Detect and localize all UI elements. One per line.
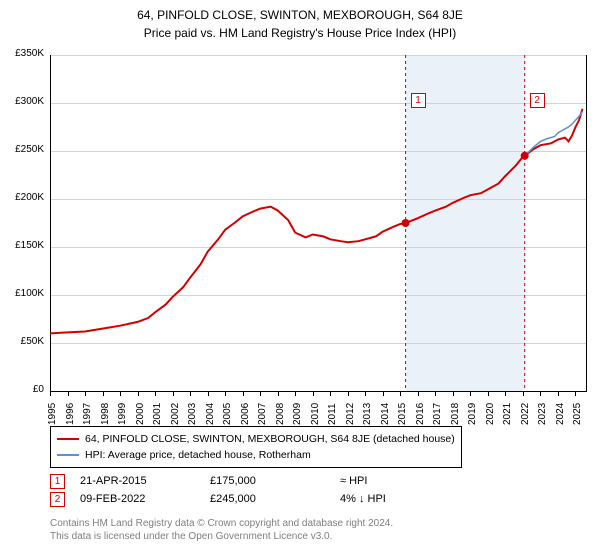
legend-swatch	[57, 438, 79, 440]
sale-marker-label: 2	[530, 93, 545, 108]
sale-row-delta: ≈ HPI	[340, 475, 460, 487]
sale-row-date: 09-FEB-2022	[80, 493, 210, 505]
sale-row-date: 21-APR-2015	[80, 475, 210, 487]
footer-line2: This data is licensed under the Open Gov…	[50, 531, 332, 542]
sale-marker-dot	[521, 152, 529, 160]
sale-row: 1 21-APR-2015£175,000≈ HPI	[50, 472, 460, 490]
sale-row-marker: 2	[50, 492, 65, 507]
legend-label: HPI: Average price, detached house, Roth…	[85, 449, 311, 461]
legend-swatch	[57, 454, 79, 456]
legend-row: 64, PINFOLD CLOSE, SWINTON, MEXBOROUGH, …	[57, 431, 455, 447]
property-price-line	[50, 109, 583, 334]
legend-label: 64, PINFOLD CLOSE, SWINTON, MEXBOROUGH, …	[85, 433, 455, 445]
sale-marker-label: 1	[411, 93, 426, 108]
sale-row-price: £245,000	[210, 493, 340, 505]
legend: 64, PINFOLD CLOSE, SWINTON, MEXBOROUGH, …	[50, 426, 462, 468]
sale-marker-dot	[402, 219, 410, 227]
sale-row-marker: 1	[50, 474, 65, 489]
sale-row-delta: 4% ↓ HPI	[340, 493, 460, 505]
sales-table: 1 21-APR-2015£175,000≈ HPI 2 09-FEB-2022£24…	[50, 472, 460, 508]
sale-row-price: £175,000	[210, 475, 340, 487]
footer-line1: Contains HM Land Registry data © Crown c…	[50, 518, 393, 529]
chart-container: { "layout": { "width": 600, "height": 56…	[0, 0, 600, 560]
legend-row: HPI: Average price, detached house, Roth…	[57, 447, 455, 463]
sale-row: 2 09-FEB-2022£245,0004% ↓ HPI	[50, 490, 460, 508]
